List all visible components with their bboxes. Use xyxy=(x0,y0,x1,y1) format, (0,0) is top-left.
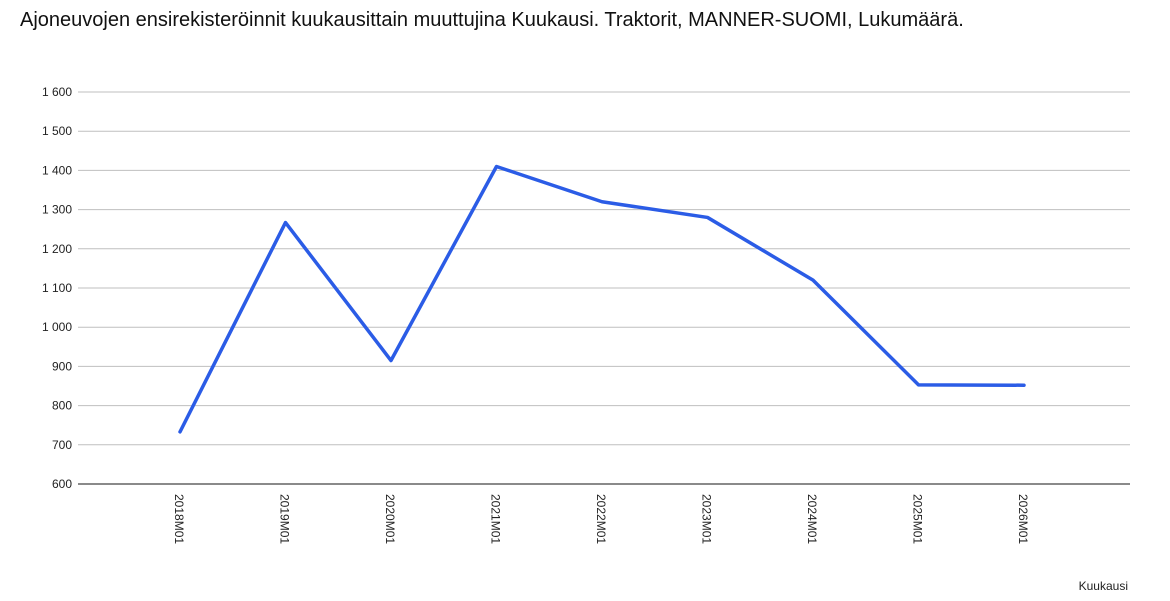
y-tick-label: 1 000 xyxy=(42,320,72,334)
gridlines xyxy=(78,91,1130,485)
y-tick-label: 1 600 xyxy=(42,85,72,99)
y-tick-label: 1 400 xyxy=(42,163,72,177)
y-tick-label: 1 500 xyxy=(42,124,72,138)
y-tick-label: 700 xyxy=(52,438,72,452)
x-tick-label: 2022M01 xyxy=(594,494,608,544)
x-tick-label: 2020M01 xyxy=(383,494,397,544)
x-tick-label: 2026M01 xyxy=(1016,494,1030,544)
x-tick-label: 2023M01 xyxy=(700,494,714,544)
chart-title: Ajoneuvojen ensirekisteröinnit kuukausit… xyxy=(20,9,964,31)
y-tick-label: 600 xyxy=(52,477,72,491)
series-layer xyxy=(178,164,1026,434)
x-tick-label: 2019M01 xyxy=(278,494,292,544)
x-tick-label: 2024M01 xyxy=(805,494,819,544)
x-axis-label: Kuukausi xyxy=(1079,579,1128,593)
series-line xyxy=(178,164,1026,434)
y-axis-tick-labels: 600 700 800 900 1 000 1 100 1 200 1 300 1 400 1 5… xyxy=(42,85,72,491)
y-tick-label: 1 300 xyxy=(42,203,72,217)
x-tick-label: 2018M01 xyxy=(172,494,186,544)
y-tick-label: 1 200 xyxy=(42,242,72,256)
x-tick-label: 2021M01 xyxy=(489,494,503,544)
y-tick-label: 900 xyxy=(52,359,72,373)
y-tick-label: 1 100 xyxy=(42,281,72,295)
x-axis-tick-labels: 2018M01 2019M01 2020M01 2021M01 2022M01 2023M… xyxy=(172,494,1030,544)
x-tick-label: 2025M01 xyxy=(911,494,925,544)
y-tick-label: 800 xyxy=(52,399,72,413)
